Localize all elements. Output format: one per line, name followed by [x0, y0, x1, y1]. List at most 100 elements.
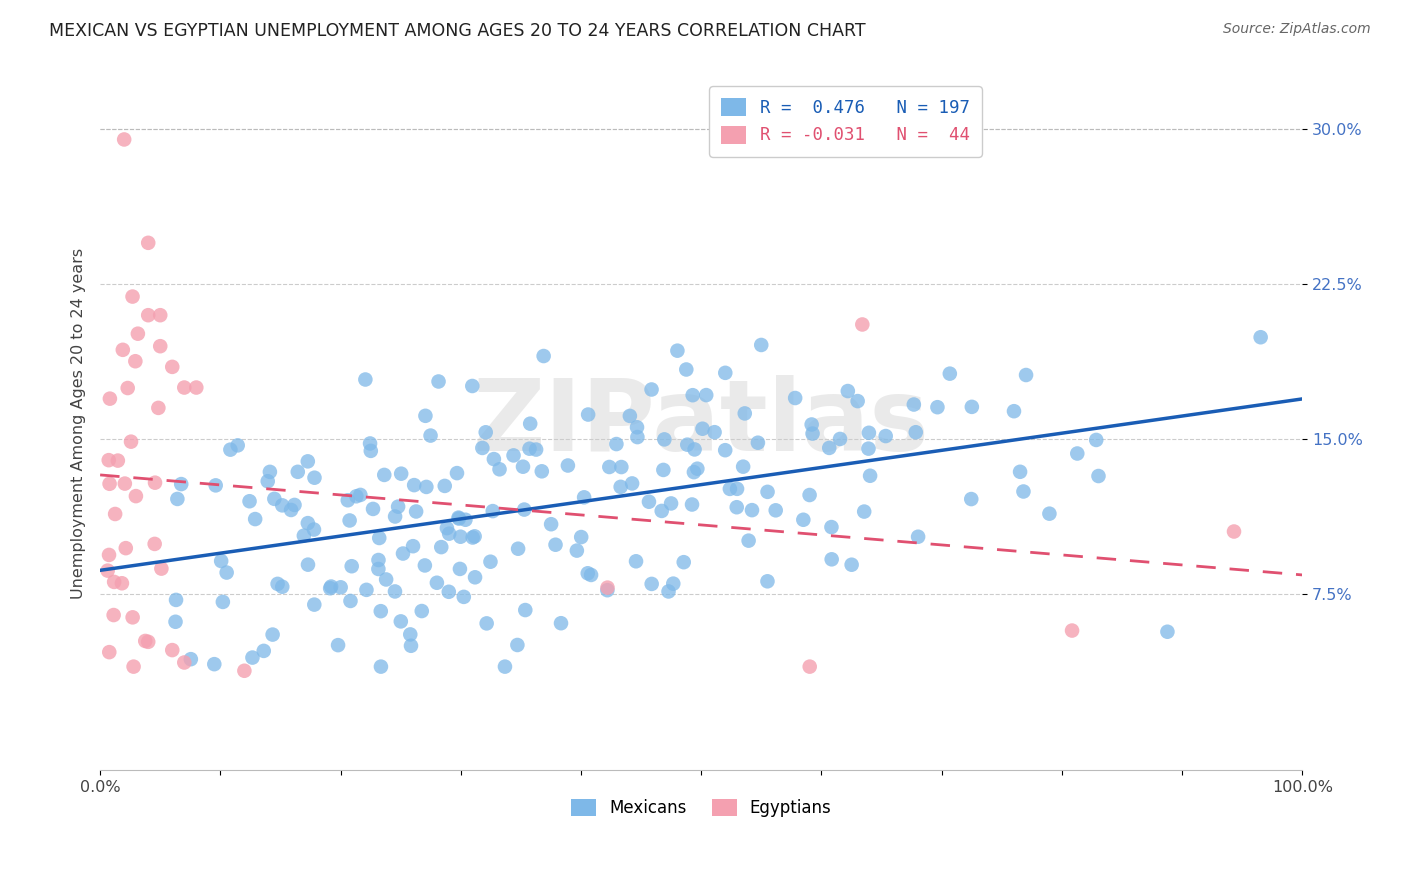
- Point: [262, 627, 284, 641]
- Point: [652, 463, 675, 477]
- Point: [437, 584, 460, 599]
- Point: [621, 476, 644, 491]
- Text: MEXICAN VS EGYPTIAN UNEMPLOYMENT AMONG AGES 20 TO 24 YEARS CORRELATION CHART: MEXICAN VS EGYPTIAN UNEMPLOYMENT AMONG A…: [49, 22, 866, 40]
- Point: [447, 510, 470, 524]
- Point: [98, 476, 121, 491]
- Point: [143, 537, 166, 551]
- Point: [356, 582, 378, 597]
- Point: [741, 503, 763, 517]
- Point: [858, 442, 880, 456]
- Point: [904, 425, 927, 440]
- Point: [610, 460, 633, 475]
- Point: [474, 425, 496, 440]
- Point: [186, 380, 208, 394]
- Point: [389, 615, 412, 629]
- Point: [714, 366, 737, 380]
- Point: [640, 577, 662, 591]
- Point: [238, 494, 260, 508]
- Point: [180, 652, 202, 666]
- Point: [682, 388, 704, 402]
- Point: [121, 289, 143, 303]
- Point: [103, 574, 125, 589]
- Point: [828, 432, 851, 446]
- Point: [107, 453, 129, 467]
- Point: [818, 441, 841, 455]
- Point: [598, 460, 620, 475]
- Point: [173, 380, 195, 394]
- Point: [544, 538, 567, 552]
- Point: [695, 388, 717, 402]
- Point: [149, 308, 172, 322]
- Point: [367, 553, 389, 567]
- Point: [387, 500, 409, 514]
- Point: [253, 644, 276, 658]
- Point: [479, 555, 502, 569]
- Point: [859, 468, 882, 483]
- Point: [939, 367, 962, 381]
- Point: [506, 638, 529, 652]
- Point: [149, 339, 172, 353]
- Point: [475, 616, 498, 631]
- Point: [405, 504, 427, 518]
- Point: [373, 467, 395, 482]
- Point: [657, 584, 679, 599]
- Point: [134, 634, 156, 648]
- Point: [464, 529, 486, 543]
- Point: [626, 430, 648, 444]
- Point: [799, 488, 821, 502]
- Point: [143, 475, 166, 490]
- Point: [557, 458, 579, 473]
- Point: [524, 442, 547, 457]
- Point: [1010, 465, 1032, 479]
- Point: [304, 598, 326, 612]
- Point: [662, 576, 685, 591]
- Point: [402, 539, 425, 553]
- Point: [502, 449, 524, 463]
- Point: [626, 420, 648, 434]
- Point: [1156, 624, 1178, 639]
- Point: [683, 465, 706, 479]
- Point: [596, 583, 619, 598]
- Point: [565, 543, 588, 558]
- Point: [384, 509, 406, 524]
- Point: [1087, 469, 1109, 483]
- Point: [329, 580, 352, 594]
- Point: [124, 354, 146, 368]
- Point: [384, 584, 406, 599]
- Point: [399, 639, 422, 653]
- Point: [927, 400, 949, 414]
- Point: [609, 480, 631, 494]
- Point: [494, 659, 516, 673]
- Point: [359, 436, 381, 450]
- Point: [370, 604, 392, 618]
- Point: [173, 656, 195, 670]
- Point: [112, 132, 135, 146]
- Point: [550, 616, 572, 631]
- Point: [666, 343, 689, 358]
- Point: [801, 426, 824, 441]
- Point: [519, 442, 541, 456]
- Point: [415, 480, 437, 494]
- Point: [515, 603, 537, 617]
- Point: [733, 459, 755, 474]
- Point: [569, 530, 592, 544]
- Point: [530, 464, 553, 478]
- Point: [540, 517, 562, 532]
- Point: [202, 657, 225, 672]
- Point: [103, 608, 125, 623]
- Point: [725, 500, 748, 515]
- Point: [605, 437, 627, 451]
- Point: [638, 494, 661, 508]
- Point: [703, 425, 725, 440]
- Point: [340, 559, 363, 574]
- Point: [450, 530, 472, 544]
- Point: [749, 338, 772, 352]
- Point: [572, 491, 595, 505]
- Point: [747, 435, 769, 450]
- Point: [415, 409, 437, 423]
- Point: [392, 547, 415, 561]
- Point: [98, 548, 121, 562]
- Point: [304, 471, 326, 485]
- Point: [576, 566, 599, 581]
- Point: [367, 562, 389, 576]
